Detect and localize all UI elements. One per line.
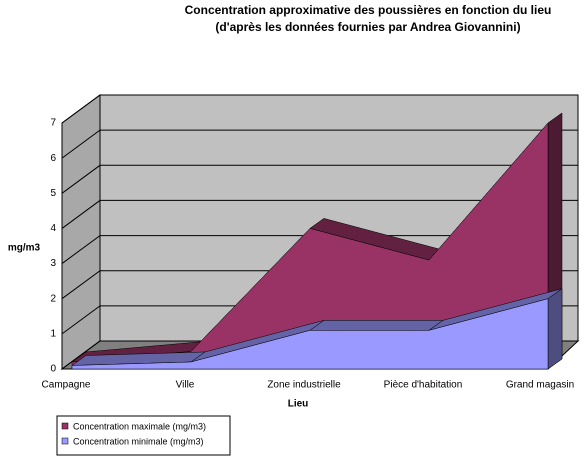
y-tick-label: 3 [50,258,56,269]
x-tick-label: Zone industrielle [267,380,341,391]
legend-label: Concentration minimale (mg/m3) [73,436,204,446]
area-side [547,288,563,370]
y-tick-label: 7 [50,118,56,129]
y-tick-label: 5 [50,188,56,199]
legend-label: Concentration maximale (mg/m3) [73,421,206,431]
side-wall [61,94,101,370]
y-tick-label: 2 [50,293,56,304]
area-top [309,320,444,331]
grid-line [61,199,578,229]
x-tick-label: Ville [176,380,195,391]
y-tick-label: 4 [50,223,56,234]
chart-subtitle: (d'après les données fournies par Andrea… [215,20,520,34]
area [71,298,549,370]
chart-title: Concentration approximative des poussièr… [185,3,552,17]
y-axis-label: mg/m3 [8,243,41,254]
grid-line [61,164,578,194]
legend-box [56,415,231,456]
x-axis-label: Lieu [288,399,309,410]
x-tick-label: Pièce d'habitation [384,380,463,391]
x-tick-label: Grand magasin [506,380,574,391]
y-tick-label: 0 [50,364,56,375]
grid-line [61,235,578,264]
y-tick-label: 1 [50,328,56,339]
grid-line [61,129,578,159]
x-tick-label: Campagne [42,380,91,391]
grid-line [61,94,578,124]
legend-swatch [61,437,69,445]
legend-swatch [61,422,69,430]
y-tick-label: 6 [50,153,56,164]
